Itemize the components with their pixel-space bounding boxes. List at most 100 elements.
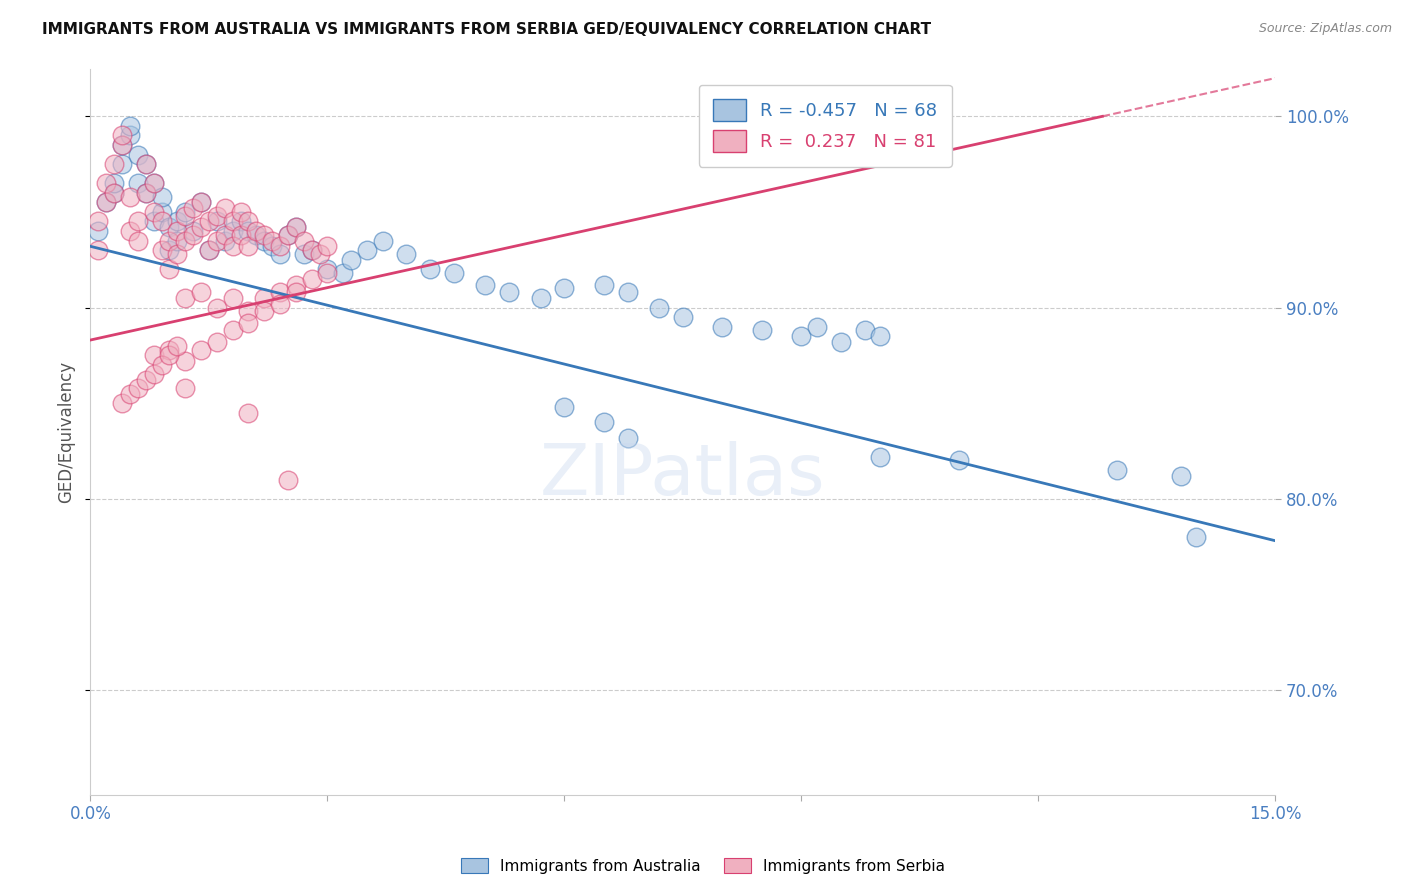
Point: [174, 291, 197, 305]
Point: [159, 220, 181, 235]
Point: [111, 157, 134, 171]
Point: [672, 310, 695, 324]
Point: [316, 266, 339, 280]
Point: [214, 201, 236, 215]
Point: [830, 334, 852, 349]
Point: [284, 220, 307, 235]
Legend: R = -0.457   N = 68, R =  0.237   N = 81: R = -0.457 N = 68, R = 0.237 N = 81: [699, 85, 952, 167]
Point: [530, 291, 553, 305]
Point: [253, 227, 276, 242]
Point: [174, 354, 197, 368]
Point: [498, 285, 520, 300]
Point: [118, 224, 141, 238]
Point: [948, 453, 970, 467]
Point: [190, 285, 212, 300]
Point: [142, 214, 165, 228]
Point: [103, 186, 125, 200]
Point: [284, 277, 307, 292]
Point: [103, 176, 125, 190]
Point: [245, 224, 267, 238]
Point: [253, 291, 276, 305]
Point: [238, 239, 260, 253]
Point: [150, 205, 173, 219]
Point: [159, 234, 181, 248]
Point: [135, 373, 157, 387]
Point: [238, 316, 260, 330]
Point: [190, 195, 212, 210]
Point: [127, 214, 149, 228]
Point: [135, 186, 157, 200]
Point: [118, 386, 141, 401]
Point: [253, 304, 276, 318]
Y-axis label: GED/Equivalency: GED/Equivalency: [58, 360, 75, 503]
Point: [356, 243, 378, 257]
Point: [751, 323, 773, 337]
Point: [214, 234, 236, 248]
Point: [205, 301, 228, 315]
Point: [616, 285, 638, 300]
Point: [111, 396, 134, 410]
Point: [205, 214, 228, 228]
Point: [316, 239, 339, 253]
Point: [135, 186, 157, 200]
Text: Source: ZipAtlas.com: Source: ZipAtlas.com: [1258, 22, 1392, 36]
Point: [238, 304, 260, 318]
Point: [111, 138, 134, 153]
Point: [142, 176, 165, 190]
Text: IMMIGRANTS FROM AUSTRALIA VS IMMIGRANTS FROM SERBIA GED/EQUIVALENCY CORRELATION : IMMIGRANTS FROM AUSTRALIA VS IMMIGRANTS …: [42, 22, 931, 37]
Point: [593, 277, 616, 292]
Point: [111, 138, 134, 153]
Point: [269, 296, 291, 310]
Point: [174, 205, 197, 219]
Point: [593, 415, 616, 429]
Point: [229, 205, 252, 219]
Point: [221, 239, 243, 253]
Point: [166, 224, 188, 238]
Point: [262, 234, 284, 248]
Point: [806, 319, 828, 334]
Point: [284, 220, 307, 235]
Point: [869, 329, 891, 343]
Point: [87, 224, 110, 238]
Point: [269, 285, 291, 300]
Point: [262, 239, 284, 253]
Legend: Immigrants from Australia, Immigrants from Serbia: Immigrants from Australia, Immigrants fr…: [454, 852, 952, 880]
Point: [150, 358, 173, 372]
Point: [277, 473, 299, 487]
Point: [292, 234, 315, 248]
Text: ZIPatlas: ZIPatlas: [540, 441, 825, 510]
Point: [205, 209, 228, 223]
Point: [332, 266, 354, 280]
Point: [221, 224, 243, 238]
Point: [238, 214, 260, 228]
Point: [159, 243, 181, 257]
Point: [277, 227, 299, 242]
Point: [166, 339, 188, 353]
Point: [181, 224, 204, 238]
Point: [198, 243, 221, 257]
Point: [150, 214, 173, 228]
Point: [87, 243, 110, 257]
Point: [221, 323, 243, 337]
Point: [371, 234, 394, 248]
Point: [238, 224, 260, 238]
Point: [711, 319, 734, 334]
Point: [127, 176, 149, 190]
Point: [87, 214, 110, 228]
Point: [111, 128, 134, 143]
Point: [103, 186, 125, 200]
Point: [127, 147, 149, 161]
Point: [205, 334, 228, 349]
Point: [553, 400, 575, 414]
Point: [118, 119, 141, 133]
Point: [395, 247, 418, 261]
Point: [174, 234, 197, 248]
Point: [253, 234, 276, 248]
Point: [269, 239, 291, 253]
Point: [150, 189, 173, 203]
Point: [118, 189, 141, 203]
Point: [1185, 530, 1208, 544]
Point: [308, 247, 330, 261]
Point: [190, 195, 212, 210]
Point: [1107, 463, 1129, 477]
